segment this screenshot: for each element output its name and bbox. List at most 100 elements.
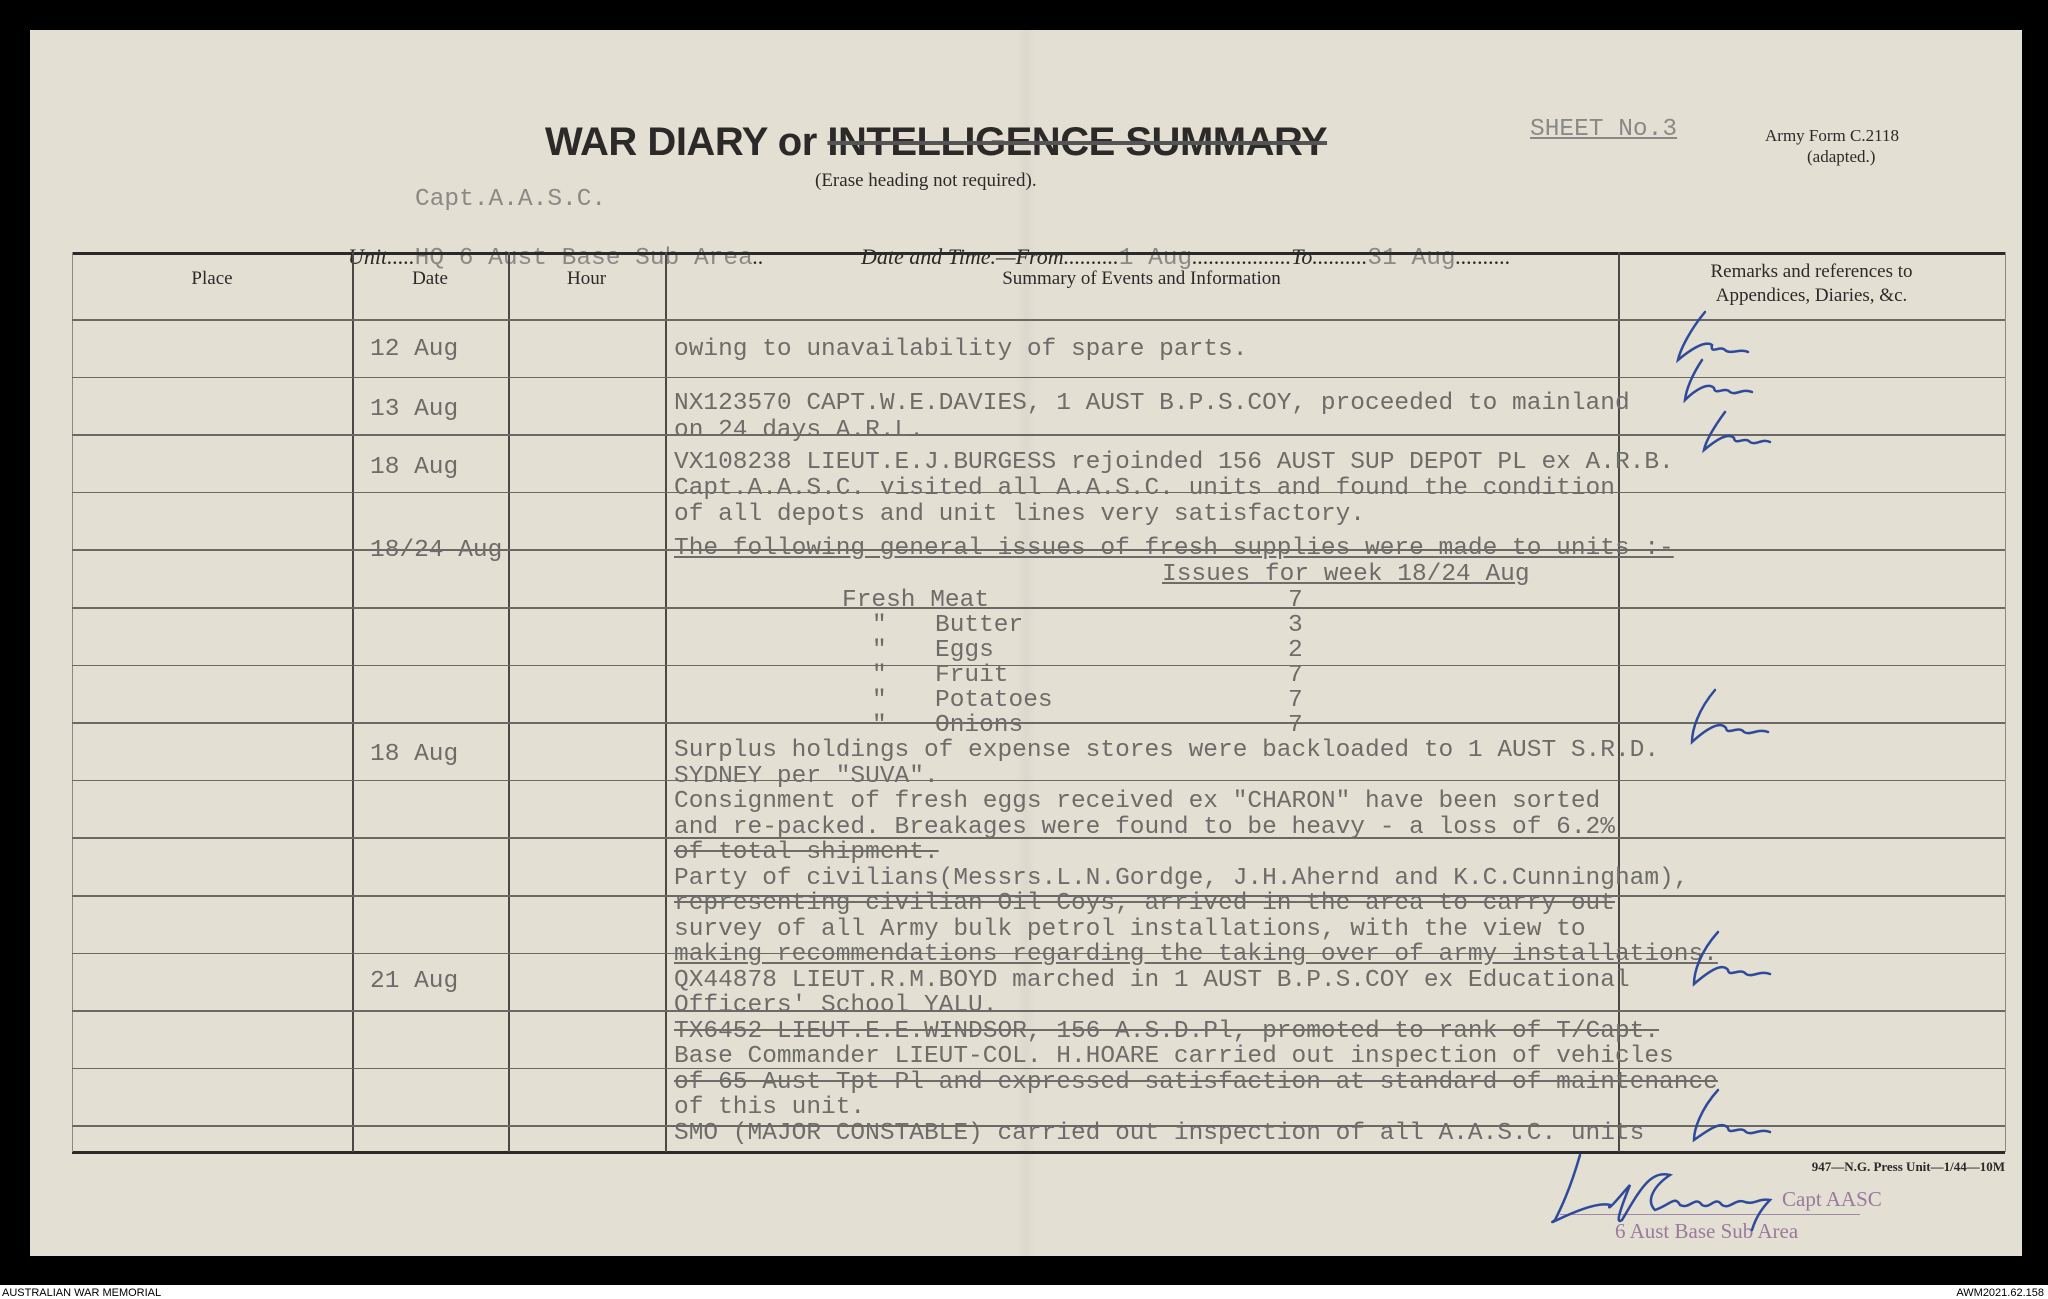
entry-date: 13 Aug [370, 396, 459, 423]
signature [1551, 1153, 1773, 1232]
row-rule [72, 1010, 2005, 1012]
row-rule [72, 607, 2005, 609]
caption-left: AUSTRALIAN WAR MEMORIAL [2, 1287, 162, 1299]
summary-line: QX44878 LIEUT.R.M.BOYD marched in 1 AUST… [674, 966, 1630, 994]
officer-title: Capt.A.A.S.C. [415, 186, 607, 213]
entry-date: 12 Aug [370, 336, 459, 363]
summary-line: of 65 Aust Tpt Pl and expressed satisfac… [674, 1068, 1718, 1096]
summary-line: SMO (MAJOR CONSTABLE) carried out inspec… [674, 1119, 1645, 1147]
initials-icon [1690, 688, 1770, 745]
document-title: WAR DIARY or INTELLIGENCE SUMMARY [545, 120, 1328, 164]
row-rule [72, 779, 2005, 782]
entry-date: 18 Aug [370, 454, 459, 481]
row-rule [72, 952, 2005, 955]
row-rule [72, 837, 2005, 839]
issue-ditto: " [872, 637, 887, 664]
printer-imprint: 947—N.G. Press Unit—1/44—10M [1811, 1159, 2005, 1174]
summary-line: Surplus holdings of expense stores were … [674, 737, 1660, 764]
issues-heading: Issues for week 18/24 Aug [1162, 561, 1530, 588]
issue-ditto: " [872, 612, 887, 639]
summary-line: and re-packed. Breakages were found to b… [674, 813, 1615, 841]
issue-qty: 7 [1288, 662, 1303, 689]
column-divider [2005, 252, 2006, 1152]
issue-qty: 2 [1288, 637, 1303, 664]
summary-line: SYDNEY per "SUVA". [674, 762, 939, 790]
row-rule [72, 1067, 2005, 1070]
erase-note: (Erase heading not required). [815, 170, 1037, 191]
issue-name: Potatoes [935, 687, 1053, 714]
issue-qty: 7 [1288, 587, 1303, 614]
row-rule [72, 895, 2005, 897]
title-erased: INTELLIGENCE SUMMARY [827, 120, 1328, 164]
remarks-initials [1676, 310, 1772, 1143]
summary-line: Party of civilians(Messrs.L.N.Gordge, J.… [674, 864, 1689, 892]
summary-line: making recommendations regarding the tak… [674, 941, 1718, 968]
initials-icon [1702, 410, 1772, 454]
entry-date: 18 Aug [370, 741, 459, 768]
summary-line: of this unit. [674, 1094, 866, 1121]
stamp-line [1560, 1214, 1860, 1215]
summary-line: Officers' School YALU. [674, 992, 998, 1019]
issue-name: Onions [935, 712, 1024, 739]
column-divider [665, 252, 667, 1152]
issue-name: Fruit [935, 662, 1009, 689]
to-label: To [1291, 244, 1313, 269]
title-kept: WAR DIARY or [545, 120, 817, 164]
unit-label: Unit [348, 244, 388, 269]
row-rule [72, 549, 2005, 551]
issue-ditto: " [872, 687, 887, 714]
army-form-note: (adapted.) [1807, 147, 1876, 166]
date-label: Date and Time.—From [861, 244, 1064, 269]
entry-date: 21 Aug [370, 968, 459, 995]
summary-line: survey of all Army bulk petrol installat… [674, 915, 1586, 943]
summary-line: NX123570 CAPT.W.E.DAVIES, 1 AUST B.P.S.C… [674, 390, 1630, 417]
issue-name: Eggs [935, 637, 994, 664]
issue-ditto: " [872, 662, 887, 689]
summary-line: representing civilian Oil Coys, arrived … [674, 890, 1615, 917]
col-summary: Summary of Events and Information [1002, 268, 1281, 289]
summary-line: on 24 days A.R.L. [674, 417, 924, 444]
column-divider [508, 252, 510, 1152]
sheet-number: SHEET No.3 [1530, 116, 1678, 143]
issue-ditto: " [872, 712, 887, 739]
row-rule [72, 376, 2005, 379]
col-hour: Hour [566, 268, 607, 289]
column-divider [72, 252, 73, 1152]
initials-icon [1692, 1088, 1772, 1143]
col-date: Date [412, 268, 448, 289]
summary-line: Consignment of fresh eggs received ex "C… [674, 788, 1601, 815]
summary-line: Capt.A.A.S.C. visited all A.A.S.C. units… [674, 475, 1615, 502]
initials-icon [1692, 930, 1772, 987]
signature-icon [1551, 1153, 1773, 1232]
war-diary-sheet: WAR DIARY or INTELLIGENCE SUMMARY (Erase… [30, 30, 2022, 1256]
issue-name: Butter [935, 612, 1024, 639]
col-remarks-2: Appendices, Diaries, &c. [1715, 285, 1908, 306]
issue-qty: 7 [1288, 712, 1303, 739]
col-remarks: Remarks and references to [1710, 261, 1913, 282]
bottom-rule [72, 1151, 2005, 1154]
initials-icon [1683, 358, 1754, 404]
summary-line: of total shipment. [674, 839, 939, 866]
issue-name: Fresh Meat [842, 587, 990, 614]
summary-line: owing to unavailability of spare parts. [674, 336, 1248, 363]
date-to: 31 Aug [1367, 245, 1456, 272]
row-rule [72, 1125, 2005, 1127]
army-form: Army Form C.2118 [1765, 126, 1899, 145]
summary-line: The following general issues of fresh su… [674, 535, 1674, 562]
stamp-rank: Capt AASC [1782, 1187, 1882, 1211]
row-rule [72, 319, 2005, 321]
summary-line: Base Commander LIEUT-COL. H.HOARE carrie… [674, 1043, 1674, 1070]
stamp-unit: 6 Aust Base Sub Area [1615, 1219, 1799, 1243]
summary-line: VX108238 LIEUT.E.J.BURGESS rejoinded 156… [674, 449, 1674, 476]
summary-line: of all depots and unit lines very satisf… [674, 501, 1366, 528]
summary-line: TX6452 LIEUT.E.E.WINDSOR, 156 A.S.D.Pl, … [674, 1017, 1660, 1045]
row-rule [72, 434, 2005, 436]
caption-right: AWM2021.62.158 [1956, 1287, 2044, 1299]
column-divider [352, 252, 354, 1152]
issue-qty: 7 [1288, 687, 1303, 714]
row-rule [72, 722, 2005, 724]
issue-qty: 3 [1288, 612, 1303, 639]
col-place: Place [191, 268, 233, 289]
row-rule [72, 664, 2005, 667]
top-rule [72, 252, 2005, 255]
